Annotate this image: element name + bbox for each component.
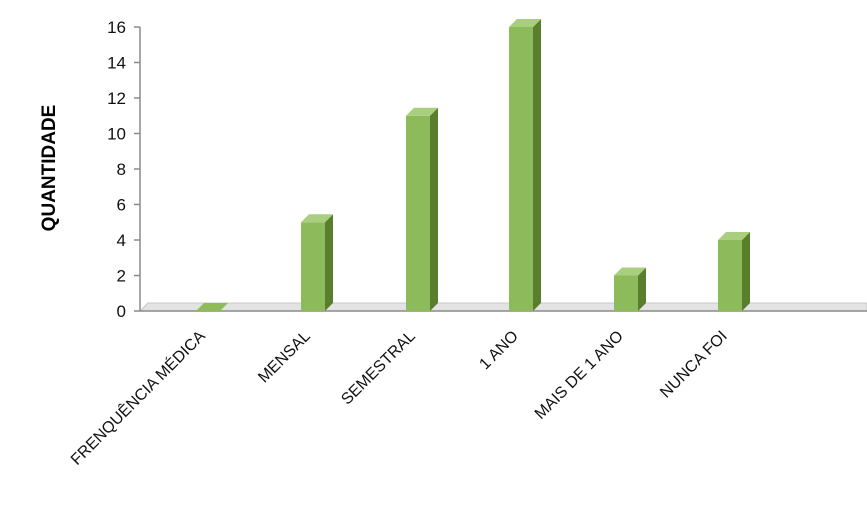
y-tick-label: 12 [107,89,126,108]
bar [614,267,646,311]
bar-top [614,267,646,276]
bar-side [638,267,646,311]
y-tick-label: 8 [117,160,126,179]
bar-side [533,19,541,311]
bar [509,19,541,311]
y-tick-label: 10 [107,125,126,144]
bar-front [614,275,638,311]
bar-front [406,115,430,311]
y-axis-title: QUANTIDADE [39,105,60,232]
bar-front [718,240,742,311]
bar-top [406,107,438,116]
bar [718,232,750,311]
floor-plane [138,302,867,312]
bar-top [718,232,750,240]
bar-side [325,214,333,311]
y-tick-label: 2 [117,267,126,286]
chart-floor [138,302,867,312]
y-tick-label: 16 [107,18,126,37]
bar-top [196,303,228,311]
bar-front [509,27,533,311]
y-tick-labels: 0 2 4 6 8 10 12 14 16 [107,18,126,321]
bars [196,19,750,311]
y-axis [134,26,141,312]
bar-side [742,232,750,311]
y-tick-label: 4 [117,231,126,250]
x-category-label: MENSAL [255,328,314,387]
bar-top [301,214,333,223]
bar-side [430,107,438,311]
x-category-label: SEMESTRAL [338,328,419,409]
y-tick-label: 0 [117,302,126,321]
bar [196,303,228,311]
x-category-label: NUNCA FOI [657,328,731,402]
x-category-label: FRENQUÊNCIA MÉDICA [67,326,210,469]
bar [301,214,333,311]
bar-front [301,222,325,311]
x-category-label: 1 ANO [476,328,521,373]
y-tick-label: 14 [107,54,126,73]
bar [406,107,438,311]
x-category-labels: FRENQUÊNCIA MÉDICA MENSAL SEMESTRAL 1 ANO MA… [67,326,731,469]
y-tick-label: 6 [117,196,126,215]
x-category-label: MAIS DE 1 ANO [532,328,627,423]
bar-top [509,19,541,27]
